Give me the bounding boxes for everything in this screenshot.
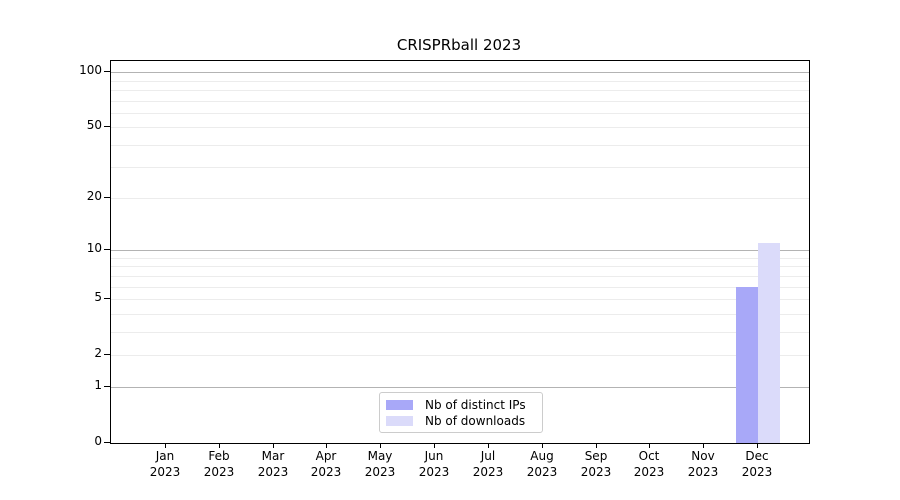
x-tick-mark-jul [488, 443, 489, 448]
x-tick-mark-nov [703, 443, 704, 448]
gridline-40 [111, 145, 809, 146]
x-tick-label-oct: Oct 2023 [633, 449, 665, 479]
gridline-3 [111, 332, 809, 333]
y-tick-label-50: 50 [86, 118, 102, 132]
y-tick-label-5: 5 [94, 290, 102, 304]
x-tick-label-mar: Mar 2023 [257, 449, 289, 479]
x-tick-label-jul: Jul 2023 [472, 449, 504, 479]
gridline-100 [111, 72, 809, 73]
x-tick-mark-sep [596, 443, 597, 448]
gridline-90 [111, 81, 809, 82]
x-tick-mark-jan [165, 443, 166, 448]
y-tick-mark-2 [104, 354, 110, 355]
x-tick-mark-mar [273, 443, 274, 448]
x-tick-label-jun: Jun 2023 [418, 449, 450, 479]
gridline-50 [111, 127, 809, 128]
x-tick-mark-apr [326, 443, 327, 448]
chart-title: CRISPRball 2023 [396, 36, 522, 54]
gridline-70 [111, 101, 809, 102]
y-tick-mark-1 [104, 386, 110, 387]
x-tick-mark-dec [757, 443, 758, 448]
legend-swatch-downloads [386, 415, 413, 426]
x-tick-label-nov: Nov 2023 [687, 449, 719, 479]
bar-dec-downloads [758, 243, 780, 443]
gridline-10 [111, 250, 809, 251]
gridline-9 [111, 258, 809, 259]
y-tick-mark-0 [104, 442, 110, 443]
gridline-8 [111, 266, 809, 267]
x-tick-mark-may [380, 443, 381, 448]
legend-label-distinct-ips: Nb of distinct IPs [425, 397, 526, 412]
y-tick-label-2: 2 [94, 346, 102, 360]
gridline-6 [111, 287, 809, 288]
x-tick-mark-jun [434, 443, 435, 448]
gridline-5 [111, 299, 809, 300]
gridline-30 [111, 167, 809, 168]
gridline-60 [111, 113, 809, 114]
x-tick-mark-oct [649, 443, 650, 448]
gridline-2 [111, 355, 809, 356]
legend-swatch-distinct-ips [386, 399, 413, 410]
x-tick-label-jan: Jan 2023 [149, 449, 181, 479]
legend-label-downloads: Nb of downloads [425, 413, 526, 428]
x-tick-mark-aug [542, 443, 543, 448]
legend: Nb of distinct IPs Nb of downloads [379, 392, 543, 433]
gridline-80 [111, 90, 809, 91]
gridline-1 [111, 387, 809, 388]
gridline-20 [111, 198, 809, 199]
y-tick-label-0: 0 [94, 434, 102, 448]
legend-item-distinct-ips: Nb of distinct IPs [386, 397, 536, 412]
x-tick-label-apr: Apr 2023 [310, 449, 342, 479]
y-tick-label-1: 1 [94, 378, 102, 392]
x-tick-label-dec: Dec 2023 [741, 449, 773, 479]
x-tick-label-sep: Sep 2023 [580, 449, 612, 479]
y-tick-label-10: 10 [86, 241, 102, 255]
y-tick-mark-100 [104, 71, 110, 72]
plot-area [110, 60, 810, 444]
x-tick-label-aug: Aug 2023 [526, 449, 558, 479]
legend-item-downloads: Nb of downloads [386, 413, 536, 428]
y-tick-label-100: 100 [79, 63, 102, 77]
x-tick-mark-feb [219, 443, 220, 448]
y-tick-label-20: 20 [86, 189, 102, 203]
bar-dec-distinct-ips [736, 287, 758, 443]
gridline-7 [111, 276, 809, 277]
y-tick-mark-10 [104, 249, 110, 250]
y-tick-mark-5 [104, 298, 110, 299]
y-tick-mark-20 [104, 197, 110, 198]
x-tick-label-feb: Feb 2023 [203, 449, 235, 479]
x-tick-label-may: May 2023 [364, 449, 396, 479]
gridline-4 [111, 314, 809, 315]
y-tick-mark-50 [104, 126, 110, 127]
